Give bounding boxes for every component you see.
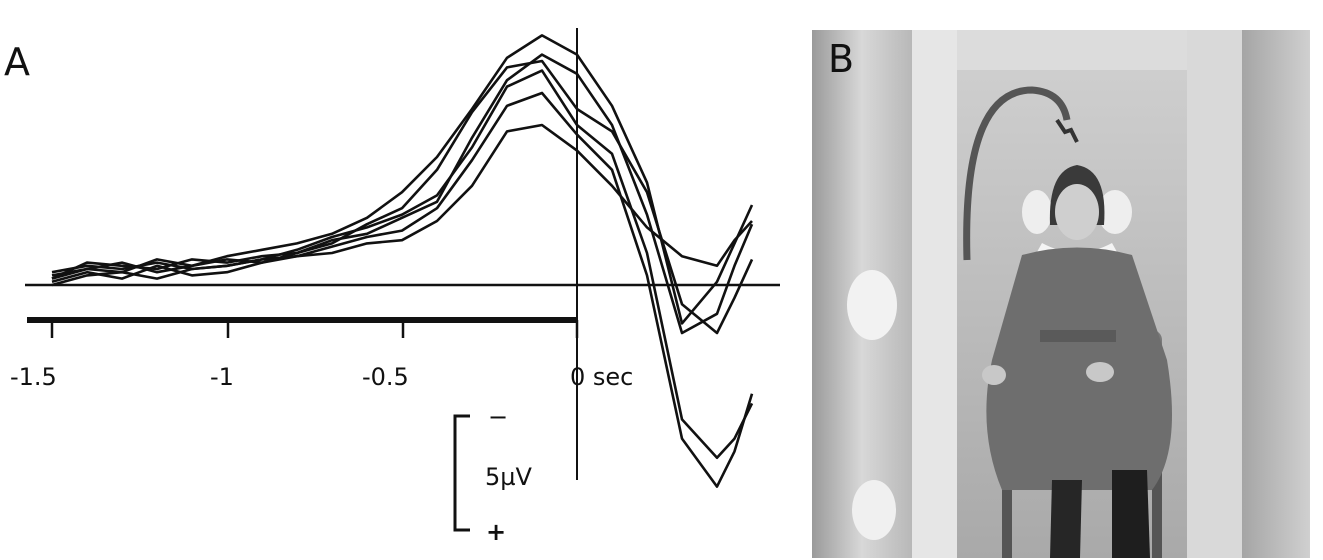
erp-trace-4 <box>51 91 754 488</box>
panel-b-photograph: B <box>812 30 1310 558</box>
panel-a-erp-chart: A -1.5 -1 -0.5 0 sec − 5µV + <box>4 28 780 546</box>
erp-trace-6 <box>51 53 754 335</box>
scale-minus: − <box>488 403 508 431</box>
scale-plus: + <box>486 518 506 546</box>
booth-right-wall <box>1242 30 1310 558</box>
erp-traces <box>51 34 754 488</box>
electrode-connector <box>1055 118 1079 143</box>
face <box>1055 184 1099 240</box>
tick-marks <box>50 320 579 338</box>
erp-trace-1 <box>51 34 754 325</box>
panel-b-label: B <box>828 37 854 81</box>
x-tick-label: -0.5 <box>362 363 409 391</box>
x-tick-label: -1.5 <box>10 363 57 391</box>
door-frame-left <box>912 30 957 558</box>
dress <box>986 247 1172 490</box>
erp-trace-2 <box>51 59 754 335</box>
erp-trace-5 <box>51 123 753 274</box>
door-frame-right <box>1187 30 1242 558</box>
headrest-pad <box>1098 190 1132 234</box>
erp-trace-3 <box>51 69 754 460</box>
hand <box>982 365 1006 385</box>
hand <box>1086 362 1114 382</box>
x-tick-label: -1 <box>210 363 234 391</box>
x-tick-label: 0 sec <box>570 363 633 391</box>
acoustic-pad <box>847 270 897 340</box>
boot <box>1112 470 1150 558</box>
panel-a-label: A <box>4 40 30 84</box>
headrest-pad <box>1022 190 1052 234</box>
electrode-arm <box>963 86 1071 261</box>
scale-value: 5µV <box>485 463 533 491</box>
boot <box>1050 480 1082 558</box>
voltage-scale-bar: − 5µV + <box>453 403 533 546</box>
belt <box>1040 330 1116 342</box>
acoustic-pad <box>852 480 896 540</box>
